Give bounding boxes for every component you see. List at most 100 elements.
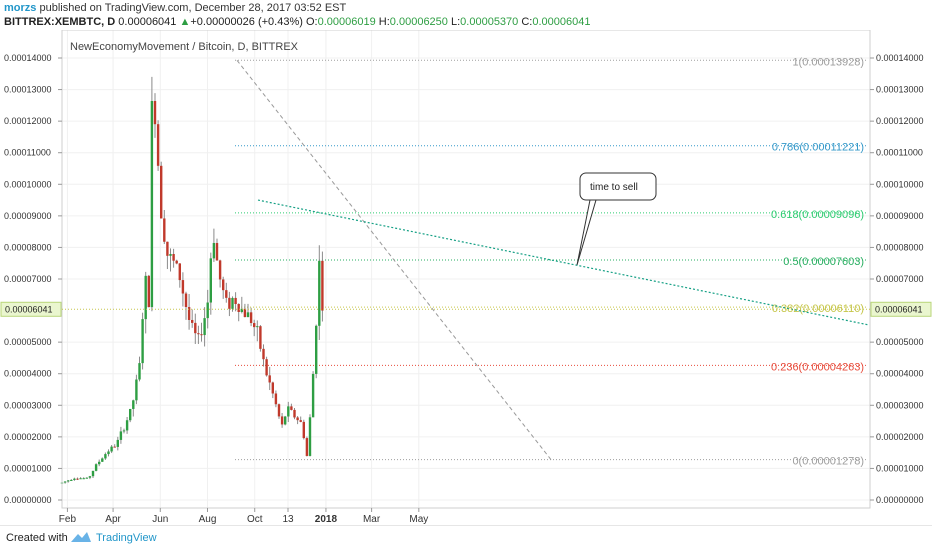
candle-body <box>107 451 110 455</box>
author-link[interactable]: morzs <box>4 2 37 14</box>
open-label: O: <box>305 16 318 28</box>
high-value: 0.00006250 <box>389 16 448 28</box>
fib-level-label: 0.236(0.00004263) <box>771 361 864 373</box>
candle-body <box>215 242 219 261</box>
fib-level-label: 0.786(0.00011221) <box>772 142 864 154</box>
candle-body <box>253 323 256 328</box>
candle-body <box>274 393 278 405</box>
y-tick-label-left: 0.00012000 <box>4 116 52 126</box>
x-tick-label: 2018 <box>315 514 338 525</box>
publish-line: morzs published on TradingView.com, Dece… <box>4 2 346 14</box>
candle-body <box>249 312 253 324</box>
candle-body <box>94 464 98 471</box>
candle-body <box>287 406 290 417</box>
fib-level-label: 0(0.00001278) <box>792 456 864 468</box>
candle-body <box>277 404 281 417</box>
y-tick-label-right: 0.00001000 <box>876 463 924 473</box>
y-tick-label-left: 0.00010000 <box>4 179 52 189</box>
candle-body <box>85 477 88 479</box>
left-price-axis: 0.00014000 0.00013000 0.00012000 0.00011000… <box>4 53 62 505</box>
last-price: 0.00006041 <box>118 16 177 28</box>
candle-body <box>129 408 132 421</box>
close-value: 0.00006041 <box>532 16 591 28</box>
price-chart[interactable]: 1(0.00013928) 0.786(0.00011221) 0.618(0.00… <box>0 29 932 525</box>
candle-body <box>243 308 247 318</box>
candle-body <box>160 165 163 219</box>
candle-body <box>91 470 95 477</box>
candle-body <box>113 446 116 448</box>
candle-body <box>76 478 79 480</box>
fib-level-label: 0.382(0.00006110) <box>772 303 864 315</box>
candle-body <box>178 263 181 281</box>
candle-body <box>144 275 147 320</box>
candle-body <box>163 218 166 242</box>
tradingview-logo-icon[interactable] <box>70 530 92 544</box>
candle-body <box>169 254 172 256</box>
created-with-text: Created with <box>6 532 68 544</box>
fib-level-label: 0.5(0.00007603) <box>783 256 864 268</box>
candle-body <box>104 454 107 459</box>
x-tick-label: Aug <box>199 514 217 525</box>
candle-body <box>299 420 302 422</box>
grid <box>62 30 870 508</box>
callout-text: time to sell <box>590 182 638 193</box>
candle-body <box>246 312 250 318</box>
candle-body <box>293 409 296 418</box>
candle-body <box>101 458 104 462</box>
chart-title: NewEconomyMovement / Bitcoin, D, BITTREX <box>70 41 299 53</box>
candle-body <box>70 479 73 481</box>
footer-bar: Created with TradingView <box>0 525 932 551</box>
candle-body <box>73 478 76 480</box>
ohlc-line: BITTREX:XEMBTC, D 0.00006041 ▲+0.0000002… <box>4 16 590 28</box>
candle-body <box>256 326 259 328</box>
candle-body <box>296 417 299 421</box>
x-tick-label: Feb <box>59 514 77 525</box>
x-tick-label: Mar <box>363 514 381 525</box>
candle-body <box>203 318 206 336</box>
candle-body <box>98 461 101 465</box>
current-price-label-right: 0.00006041 <box>875 304 923 314</box>
annotation-callout: time to sell <box>576 172 657 266</box>
tradingview-brand[interactable]: TradingView <box>96 532 157 544</box>
y-tick-label-left: 0.00002000 <box>4 432 52 442</box>
y-tick-label-left: 0.00009000 <box>4 211 52 221</box>
current-price-tags: 0.00006041 0.00006041 <box>0 301 932 317</box>
candle-body <box>265 359 268 376</box>
candle-body <box>110 446 113 452</box>
chart-area[interactable]: 1(0.00013928) 0.786(0.00011221) 0.618(0.00… <box>0 29 932 525</box>
symbol-label: BITTREX:XEMBTC, D <box>4 16 116 28</box>
candle-body <box>268 375 271 383</box>
candle-body <box>222 279 225 291</box>
current-price-tag-left <box>0 301 62 317</box>
candle-body <box>187 307 191 320</box>
candle-body <box>191 319 194 323</box>
x-tick-label: Jun <box>152 514 168 525</box>
close-label: C: <box>521 16 533 28</box>
candle-body <box>82 478 85 480</box>
candle-body <box>116 439 119 447</box>
low-label: L: <box>450 16 461 28</box>
x-tick-label: Apr <box>105 514 121 525</box>
change-arrow-icon: ▲ <box>179 16 191 28</box>
candle-body <box>231 297 234 309</box>
y-tick-label-right: 0.00004000 <box>876 369 924 379</box>
y-tick-label-left: 0.00005000 <box>4 337 52 347</box>
time-axis: Feb Apr Jun Aug Oct 13 2018 Mar May <box>59 508 428 525</box>
candle-body <box>280 416 284 425</box>
change-value: +0.00000026 (+0.43%) <box>190 16 303 28</box>
candle-body <box>308 417 312 456</box>
right-price-axis: 0.00014000 0.00013000 0.00012000 0.00011000… <box>870 53 924 505</box>
candle-body <box>138 363 141 380</box>
y-tick-label-left: 0.00013000 <box>4 85 52 95</box>
candle-body <box>240 308 243 312</box>
candle-body <box>200 334 203 336</box>
published-text: published on TradingView.com, December 2… <box>39 2 347 14</box>
open-value: 0.00006019 <box>317 16 376 28</box>
plot-frame <box>61 29 871 509</box>
y-tick-label-left: 0.00001000 <box>4 463 52 473</box>
candle-body <box>88 476 92 478</box>
y-tick-label-left: 0.00003000 <box>4 400 52 410</box>
candle-body <box>218 260 222 280</box>
candle-body <box>125 420 129 431</box>
candle-body <box>228 297 231 309</box>
